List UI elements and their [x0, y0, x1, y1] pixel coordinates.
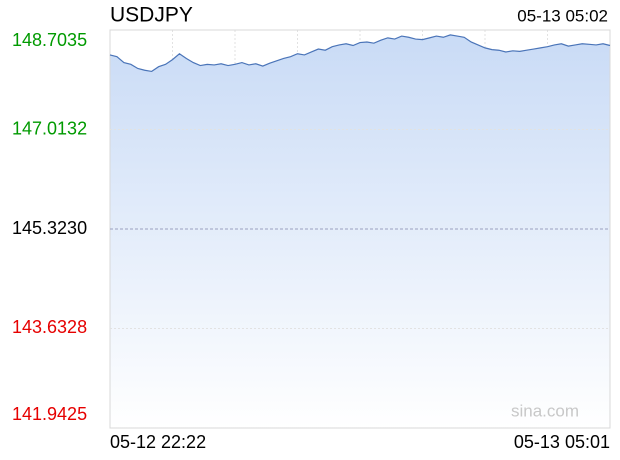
- y-tick-label: 145.3230: [12, 218, 87, 238]
- timestamp: 05-13 05:02: [517, 6, 608, 25]
- area: [110, 34, 610, 429]
- watermark: sina.com: [511, 401, 579, 420]
- x-tick-label: 05-13 05:01: [514, 432, 610, 452]
- chart-title: USDJPY: [110, 4, 193, 27]
- y-tick-label: 147.0132: [12, 118, 87, 138]
- y-tick-label: 148.7035: [12, 30, 87, 50]
- price-line: [109, 34, 611, 73]
- x-tick-label: 05-12 22:22: [110, 432, 206, 452]
- y-tick-label: 141.9425: [12, 404, 87, 424]
- y-tick-label: 143.6328: [12, 317, 87, 337]
